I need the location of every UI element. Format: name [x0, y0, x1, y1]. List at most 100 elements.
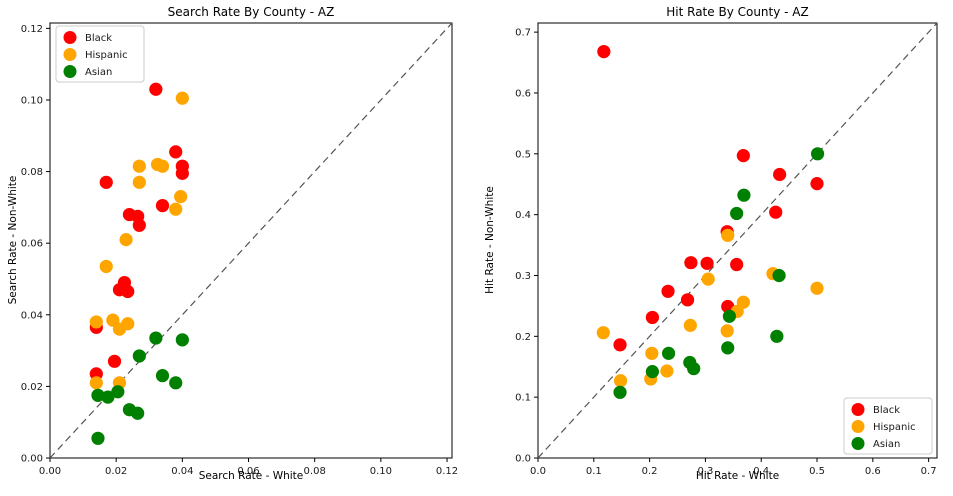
black-data-point	[810, 177, 824, 191]
hit-rate-y-axis-label: Hit Rate - Non-White	[484, 186, 496, 294]
identity-reference-line	[537, 22, 938, 459]
asian-data-point	[169, 376, 183, 390]
x-tick-label: 0.02	[105, 466, 127, 477]
y-tick-label: 0.06	[21, 239, 43, 250]
asian-data-point	[101, 390, 115, 404]
asian-data-point	[155, 369, 170, 383]
x-tick-label: 0.12	[436, 466, 458, 477]
hispanic-data-point	[132, 175, 146, 189]
hispanic-data-point	[613, 374, 628, 388]
hispanic-data-point	[720, 324, 734, 338]
asian-data-point	[737, 188, 751, 202]
asian-data-point	[661, 346, 676, 360]
asian-data-point	[721, 341, 735, 355]
hit-rate-chart-title: Hit Rate By County - AZ	[666, 5, 809, 19]
asian-data-point	[772, 268, 786, 283]
hispanic-data-point	[89, 315, 103, 329]
axes-frame	[537, 22, 938, 459]
series-black	[597, 44, 824, 352]
legend-marker-asian	[63, 65, 77, 78]
black-data-point	[684, 256, 698, 270]
series-asian	[91, 331, 189, 445]
black-data-point	[680, 293, 695, 307]
legend-marker-black	[63, 31, 77, 44]
legend-marker-asian	[851, 437, 865, 450]
legend: Black Hispanic Asian	[55, 25, 145, 83]
black-data-point	[773, 167, 787, 182]
x-tick-label: 0.00	[39, 466, 61, 477]
black-data-point	[613, 338, 627, 352]
y-tick-label: 0.04	[21, 310, 43, 321]
asian-data-point	[91, 388, 105, 402]
series-asian	[613, 147, 825, 399]
legend-label-asian: Asian	[85, 67, 112, 78]
x-tick-label: 0.6	[865, 466, 881, 477]
hispanic-data-point	[169, 202, 183, 216]
black-data-point	[597, 44, 611, 59]
black-data-point	[700, 256, 714, 270]
black-data-point	[645, 310, 659, 325]
asian-data-point	[722, 309, 737, 323]
hispanic-data-point	[683, 318, 697, 332]
x-tick-label: 0.10	[370, 466, 392, 477]
search-rate-chart-title: Search Rate By County - AZ	[167, 5, 335, 19]
black-data-point	[155, 198, 170, 213]
legend-label-black: Black	[873, 405, 900, 416]
x-tick-label: 0.7	[921, 466, 937, 477]
y-tick-label: 0.3	[515, 271, 531, 282]
series-black	[89, 82, 189, 381]
hispanic-data-point	[810, 281, 824, 295]
asian-data-point	[613, 385, 627, 399]
series-hispanic	[89, 91, 189, 390]
x-tick-label: 0.2	[642, 466, 658, 477]
legend-label-hispanic: Hispanic	[85, 50, 128, 61]
y-tick-label: 0.10	[21, 95, 43, 106]
x-tick-label: 0.08	[304, 466, 326, 477]
hispanic-data-point	[175, 91, 189, 105]
black-data-point	[149, 82, 163, 96]
series-hispanic	[596, 228, 824, 388]
asian-data-point	[770, 329, 784, 343]
hit-rate-plot-area: 0.0 0.1 0.2 0.3 0.4 0.5 0.6 0.70.00.10.20.30.40…	[515, 22, 938, 477]
x-tick-label: 0.3	[697, 466, 713, 477]
y-tick-label: 0.5	[515, 149, 531, 160]
y-tick-label: 0.12	[21, 24, 43, 35]
hispanic-data-point	[132, 159, 146, 173]
x-axis-ticks: 0.0 0.1 0.2 0.3 0.4 0.5 0.6 0.7	[530, 458, 937, 477]
hispanic-data-point	[155, 159, 170, 173]
asian-data-point	[132, 349, 146, 363]
asian-data-point	[111, 385, 125, 399]
x-tick-label: 0.5	[809, 466, 825, 477]
black-data-point	[99, 175, 113, 189]
hit-rate-chart: Hit Rate By County - AZ 0.0 0.1 0.2 0.3 0.4 0…	[477, 0, 953, 496]
x-tick-label: 0.1	[586, 466, 602, 477]
asian-data-point	[687, 361, 701, 376]
hispanic-data-point	[701, 272, 715, 286]
hit-rate-x-axis-label: Hit Rate - White	[695, 470, 780, 482]
hispanic-data-point	[99, 259, 113, 274]
x-tick-label: 0.06	[237, 466, 259, 477]
hispanic-data-point	[596, 326, 610, 340]
legend-marker-black	[851, 403, 865, 416]
search-rate-chart: Search Rate By County - AZ 0.00 0.02 0.04 0…	[7, 5, 458, 482]
x-tick-label: 0.0	[530, 466, 546, 477]
legend-label-asian: Asian	[873, 439, 900, 450]
hispanic-data-point	[119, 233, 133, 247]
y-tick-label: 0.08	[21, 167, 43, 178]
y-tick-label: 0.2	[515, 332, 531, 343]
black-data-point	[661, 284, 675, 298]
black-data-point	[730, 257, 744, 272]
hispanic-data-point	[660, 364, 674, 378]
search-rate-plot-area: 0.00 0.02 0.04 0.06 0.08 0.10 0.12 0.00 0.02 0.04…	[21, 22, 458, 477]
legend-box	[843, 397, 933, 455]
y-tick-label: 0.4	[515, 210, 531, 221]
black-data-point	[175, 166, 189, 180]
search-rate-y-axis-label: Search Rate - Non-White	[7, 175, 19, 305]
legend-label-hispanic: Hispanic	[873, 422, 916, 433]
black-data-point	[107, 354, 122, 368]
asian-data-point	[91, 431, 105, 445]
y-axis-ticks: 0.0 0.1 0.2 0.3 0.4 0.5 0.6 0.7	[515, 28, 538, 465]
y-tick-label: 0.1	[515, 393, 531, 404]
hispanic-data-point	[721, 228, 735, 242]
